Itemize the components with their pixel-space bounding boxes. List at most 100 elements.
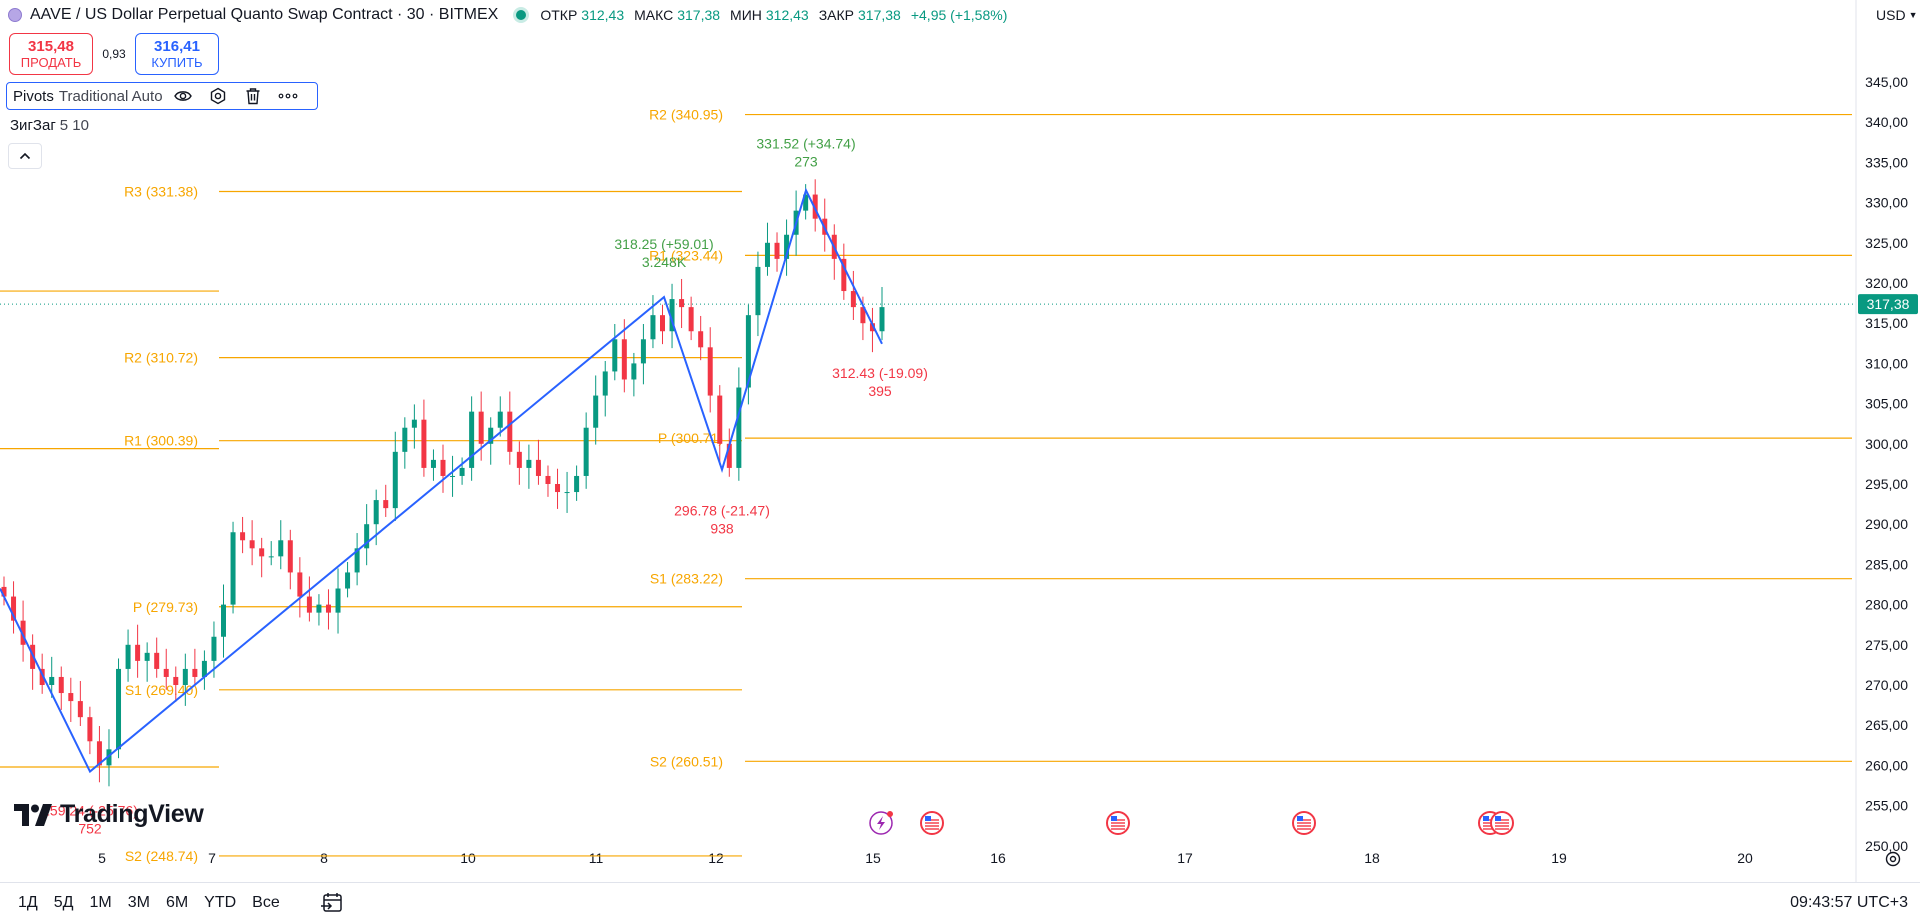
candle-body bbox=[221, 604, 226, 637]
date-range-selector: 1Д 5Д 1М 3М 6М YTD Все bbox=[10, 894, 288, 912]
range-button-2[interactable]: 1М bbox=[89, 894, 112, 911]
candle-body bbox=[116, 668, 122, 750]
aave-symbol-icon bbox=[8, 8, 22, 22]
candle-body bbox=[421, 419, 427, 468]
flag-canton bbox=[1483, 816, 1489, 821]
candle-body bbox=[20, 620, 26, 645]
zigzag-indicator-name: ЗигЗаг bbox=[10, 117, 56, 134]
range-button-6[interactable]: Все bbox=[252, 894, 280, 911]
spread-value: 0,93 bbox=[102, 47, 126, 61]
zigzag-indicator-params: 5 10 bbox=[59, 117, 89, 134]
range-button-4[interactable]: 6М bbox=[165, 894, 189, 911]
candle-body bbox=[68, 693, 74, 702]
pivots-indicator-legend[interactable]: Pivots Traditional Auto bbox=[6, 82, 318, 110]
time-tick-label: 12 bbox=[708, 850, 724, 866]
flag-canton bbox=[1111, 816, 1117, 821]
price-tick-label: 250,00 bbox=[1865, 838, 1908, 854]
candle-body bbox=[173, 676, 179, 685]
candle-body bbox=[287, 540, 293, 573]
price-tick-label: 265,00 bbox=[1865, 717, 1908, 733]
candle-body bbox=[87, 717, 93, 742]
candle-body bbox=[192, 668, 198, 677]
candle-body bbox=[555, 484, 561, 493]
price-tick-label: 290,00 bbox=[1865, 516, 1908, 532]
candle-body bbox=[392, 451, 398, 509]
sell-price: 315,48 bbox=[28, 37, 74, 55]
range-button-5[interactable]: YTD bbox=[204, 894, 237, 911]
chevron-up-icon bbox=[19, 152, 31, 160]
zigzag-line bbox=[0, 187, 883, 774]
close-value: 317,38 bbox=[858, 7, 901, 23]
zigzag-volume-label: 395 bbox=[868, 383, 892, 399]
go-to-date-button[interactable] bbox=[318, 889, 346, 917]
candle-body bbox=[488, 427, 494, 444]
zigzag-indicator-legend[interactable]: ЗигЗаг 5 10 bbox=[10, 117, 89, 134]
time-tick-label: 10 bbox=[460, 850, 476, 866]
candle-body bbox=[583, 427, 589, 476]
range-button-3[interactable]: 3М bbox=[127, 894, 150, 911]
symbol-title[interactable]: AAVE / US Dollar Perpetual Quanto Swap C… bbox=[30, 6, 499, 23]
candle-body bbox=[306, 596, 312, 613]
sell-button[interactable]: 315,48 ПРОДАТЬ bbox=[9, 33, 93, 75]
time-tick-label: 18 bbox=[1364, 850, 1380, 866]
flag-canton bbox=[925, 816, 931, 821]
tradingview-logo-icon bbox=[14, 803, 52, 826]
time-tick-label: 8 bbox=[320, 850, 328, 866]
price-tick-label: 320,00 bbox=[1865, 275, 1908, 291]
candle-body bbox=[726, 443, 732, 468]
candle-body bbox=[612, 339, 618, 372]
candle-body bbox=[240, 532, 246, 541]
high-label: МАКС bbox=[634, 7, 674, 23]
pivot-level-label: R3 (331.38) bbox=[124, 184, 198, 200]
buy-button[interactable]: 316,41 КУПИТЬ bbox=[135, 33, 219, 75]
ohlc-readout: ОТКР 312,43 МАКС 317,38 МИН 312,43 ЗАКР 317,… bbox=[540, 7, 1013, 23]
pivot-level-label: S1 (283.22) bbox=[650, 571, 723, 587]
range-button-0[interactable]: 1Д bbox=[18, 894, 38, 911]
candle-body bbox=[860, 307, 866, 324]
candle-body bbox=[335, 588, 341, 613]
price-tick-label: 300,00 bbox=[1865, 436, 1908, 452]
event-lightning-bolt bbox=[877, 816, 885, 830]
trash-icon[interactable] bbox=[243, 86, 263, 106]
candle-body bbox=[707, 347, 713, 396]
settings-gear-icon[interactable] bbox=[208, 86, 228, 106]
candle-body bbox=[354, 548, 360, 573]
candle-body bbox=[268, 556, 274, 558]
price-tick-label: 315,00 bbox=[1865, 315, 1908, 331]
collapse-legend-button[interactable] bbox=[8, 143, 42, 169]
price-tick-label: 305,00 bbox=[1865, 396, 1908, 412]
price-tick-label: 260,00 bbox=[1865, 757, 1908, 773]
candle-body bbox=[526, 459, 532, 468]
candle-body bbox=[755, 266, 761, 316]
candle-body bbox=[507, 411, 513, 452]
bottom-toolbar: 1Д 5Д 1М 3М 6М YTD Все 09:43:57 UTC+3 bbox=[0, 882, 1920, 923]
tradingview-logo[interactable]: TradingView bbox=[14, 800, 204, 829]
price-tick-label: 295,00 bbox=[1865, 476, 1908, 492]
market-status-icon[interactable] bbox=[516, 10, 527, 20]
time-clock[interactable]: 09:43:57 UTC+3 bbox=[1790, 894, 1908, 911]
candle-body bbox=[106, 749, 112, 766]
candle-body bbox=[125, 644, 131, 669]
candle-body bbox=[469, 411, 475, 468]
candle-body bbox=[144, 652, 150, 661]
buy-price: 316,41 bbox=[154, 37, 200, 55]
change-value: +4,95 (+1,58%) bbox=[910, 7, 1008, 23]
candle-body bbox=[784, 234, 790, 259]
last-price-badge-label: 317,38 bbox=[1867, 296, 1910, 312]
range-button-1[interactable]: 5Д bbox=[53, 894, 74, 911]
candle-body bbox=[841, 258, 847, 292]
candle-body bbox=[411, 419, 417, 428]
currency-selector[interactable]: USD ▼ bbox=[1876, 3, 1917, 27]
pivots-indicator-params: Traditional Auto bbox=[58, 87, 163, 105]
candle-body bbox=[316, 604, 322, 613]
candle-body bbox=[736, 387, 742, 468]
pivot-level-label: P (279.73) bbox=[133, 599, 198, 615]
eye-icon[interactable] bbox=[173, 86, 193, 106]
high-value: 317,38 bbox=[677, 7, 721, 23]
pivot-level-label: S2 (248.74) bbox=[125, 848, 198, 864]
pivot-level-label: R2 (340.95) bbox=[649, 107, 723, 123]
candle-body bbox=[631, 363, 637, 380]
chart-settings-button[interactable] bbox=[1882, 848, 1904, 870]
more-options-icon[interactable] bbox=[278, 86, 298, 106]
